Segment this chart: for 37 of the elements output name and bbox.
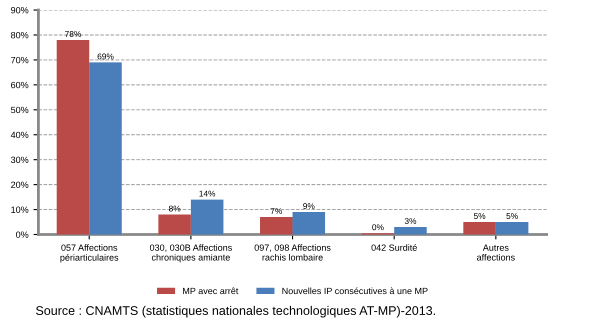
data-label: 0%	[372, 224, 384, 230]
data-label: 69%	[98, 53, 114, 60]
bar	[56, 40, 90, 234]
y-tick-label: 40%	[10, 132, 28, 138]
data-label: 7%	[270, 208, 282, 214]
data-label: 5%	[506, 213, 518, 219]
bar	[89, 62, 122, 234]
bar	[394, 227, 427, 234]
x-tick-label: 042 Surdité	[371, 244, 417, 251]
bar	[292, 212, 326, 234]
bar	[496, 222, 528, 234]
legend-label: MP avec arrêt	[183, 287, 238, 294]
y-tick-label: 70%	[11, 56, 28, 64]
bar	[260, 217, 293, 234]
y-tick-label: 80%	[11, 32, 28, 38]
y-tick-label: 10%	[11, 206, 28, 213]
y-tick-label: 30%	[10, 156, 28, 164]
y-tick-label: 50%	[10, 106, 28, 114]
data-label: 14%	[199, 190, 216, 197]
y-tick-label: 20%	[11, 182, 28, 188]
y-tick-label: 0%	[16, 231, 28, 238]
x-tick-label: 057 Affections périarticulaires	[60, 244, 118, 262]
data-label: 3%	[404, 218, 416, 224]
x-tick-label: 030, 030B Affections chroniques amiante	[150, 244, 232, 262]
data-label: 9%	[303, 203, 315, 210]
data-label: 5%	[474, 213, 486, 219]
bar	[158, 214, 191, 234]
legend-label: Nouvelles IP consécutives à une MP	[282, 287, 428, 294]
bar	[463, 222, 496, 234]
bar	[190, 200, 224, 234]
x-tick-label: 097, 098 Affections rachis lombaire	[254, 244, 331, 261]
y-tick-label: 60%	[11, 82, 28, 88]
source-note: Source : CNAMTS (statistiques nationales technologiques AT-MP)-2013.	[36, 306, 435, 318]
y-tick-label: 90%	[11, 7, 28, 14]
data-label: 78%	[65, 31, 82, 37]
data-label: 8%	[168, 206, 180, 212]
x-tick-label: Autres affections	[476, 244, 515, 261]
